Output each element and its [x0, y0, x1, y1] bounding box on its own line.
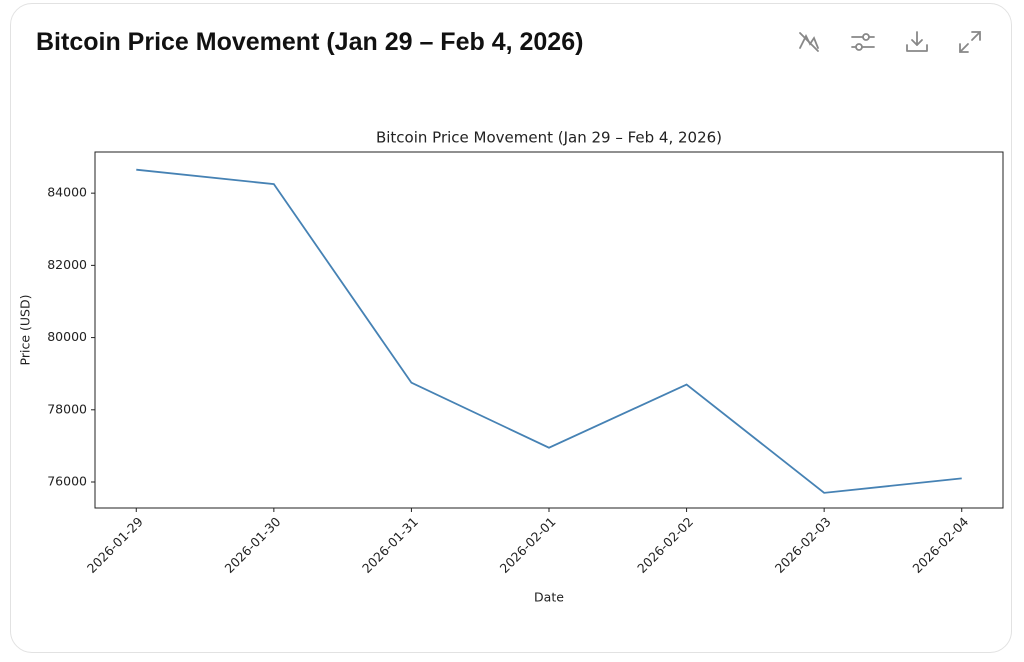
- x-tick-label: 2026-02-02: [634, 514, 696, 576]
- y-tick-label: 80000: [47, 329, 87, 344]
- y-axis-label: Price (USD): [18, 295, 33, 366]
- x-tick-label: 2026-02-03: [772, 514, 834, 576]
- download-button[interactable]: [903, 28, 931, 56]
- x-tick-label: 2026-01-31: [359, 514, 421, 576]
- y-tick-label: 84000: [47, 185, 87, 200]
- x-tick-label: 2026-01-30: [221, 514, 283, 576]
- card-title: Bitcoin Price Movement (Jan 29 – Feb 4, …: [36, 28, 584, 56]
- chart-title: Bitcoin Price Movement (Jan 29 – Feb 4, …: [376, 129, 722, 147]
- y-tick-label: 82000: [47, 257, 87, 272]
- x-tick-label: 2026-02-04: [909, 514, 971, 576]
- y-tick-label: 76000: [47, 474, 87, 489]
- x-tick-label: 2026-02-01: [497, 514, 559, 576]
- settings-button[interactable]: [849, 28, 877, 56]
- card: [10, 3, 1012, 653]
- hide-code-button[interactable]: [795, 28, 823, 56]
- x-axis-label: Date: [534, 590, 564, 605]
- price-line: [136, 168, 962, 494]
- plot-frame: [94, 151, 1004, 509]
- expand-button[interactable]: [956, 28, 984, 56]
- y-tick-label: 78000: [47, 401, 87, 416]
- x-tick-label: 2026-01-29: [84, 514, 146, 576]
